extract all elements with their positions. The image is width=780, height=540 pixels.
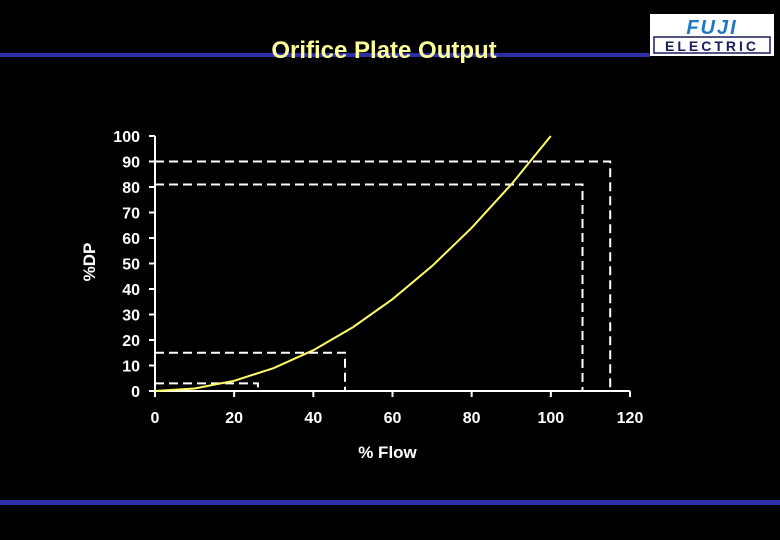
x-axis-label: % Flow	[358, 443, 417, 462]
fuji-electric-logo: FUJI ELECTRIC	[650, 14, 774, 56]
y-tick-label: 30	[122, 308, 140, 325]
x-tick-label: 120	[617, 410, 644, 427]
x-tick-label: 100	[537, 410, 564, 427]
y-tick-label: 10	[122, 359, 140, 376]
y-tick-label: 40	[122, 282, 140, 299]
x-axis-ticks: 0 20 40 60 80 100 120	[151, 391, 644, 427]
y-tick-label: 90	[122, 155, 140, 172]
reference-dashed-line	[155, 382, 259, 391]
logo-bottom-text: ELECTRIC	[665, 38, 759, 54]
x-tick-label: 20	[225, 410, 243, 427]
reference-dashed-line	[155, 183, 584, 391]
y-axis-label: %DP	[80, 243, 99, 282]
y-tick-label: 60	[122, 231, 140, 248]
dp-flow-curve	[154, 135, 552, 392]
reference-lines	[155, 160, 612, 391]
footer-rule	[0, 500, 780, 505]
logo-top-text: FUJI	[686, 17, 737, 39]
logo-bottom-frame	[653, 36, 771, 54]
y-tick-label: 100	[113, 129, 140, 146]
y-tick-label: 0	[131, 384, 140, 401]
slide-title: Orifice Plate Output	[271, 37, 497, 64]
y-tick-label: 20	[122, 333, 140, 350]
y-axis-ticks: 0 10 20 30 40 50 60 70 80 90 100	[113, 129, 155, 401]
reference-dashed-line	[155, 351, 346, 391]
title-rule	[0, 53, 650, 57]
y-tick-label: 80	[122, 180, 140, 197]
x-tick-label: 60	[384, 410, 402, 427]
x-tick-label: 0	[151, 410, 160, 427]
x-tick-label: 80	[463, 410, 481, 427]
y-tick-label: 50	[122, 257, 140, 274]
x-tick-label: 40	[304, 410, 322, 427]
reference-dashed-line	[155, 160, 612, 391]
y-tick-label: 70	[122, 206, 140, 223]
